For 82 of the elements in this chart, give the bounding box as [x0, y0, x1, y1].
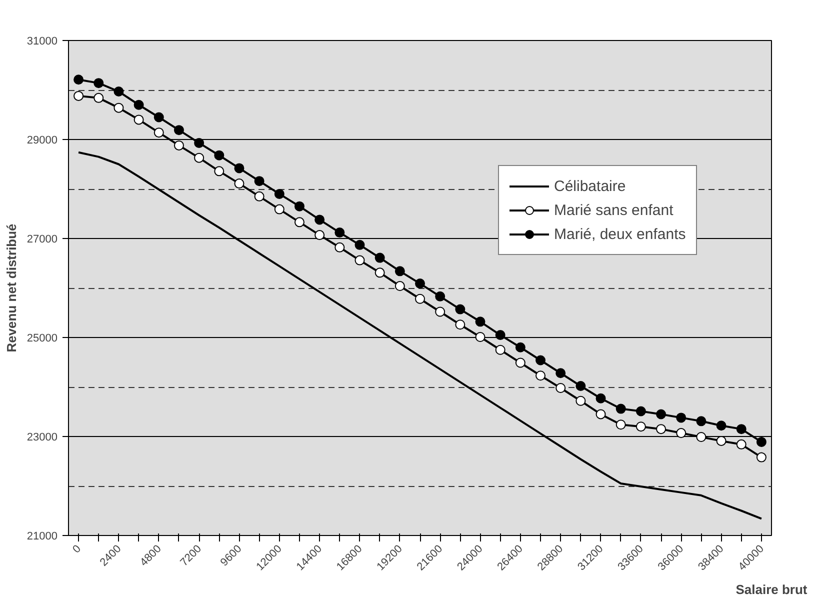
point — [556, 368, 566, 378]
point — [676, 428, 686, 438]
point — [415, 294, 425, 304]
point — [354, 255, 365, 266]
point — [455, 320, 466, 330]
point — [134, 100, 144, 110]
point — [696, 432, 706, 442]
point — [354, 240, 365, 250]
point — [174, 140, 184, 150]
point — [274, 204, 284, 214]
x-axis-title: Salaire brut — [736, 582, 808, 597]
point — [314, 230, 325, 240]
point — [214, 150, 224, 160]
point — [536, 370, 546, 381]
point — [716, 436, 726, 446]
point — [596, 409, 606, 420]
point — [515, 358, 526, 368]
y-tick-label: 27000 — [26, 234, 58, 246]
point — [154, 112, 164, 122]
point — [234, 163, 244, 174]
point — [716, 420, 726, 431]
point — [374, 252, 385, 263]
point — [455, 304, 466, 314]
point — [374, 268, 385, 278]
point — [94, 78, 104, 88]
point — [636, 406, 646, 416]
point — [314, 214, 325, 225]
point — [495, 330, 506, 340]
point — [616, 420, 626, 430]
legend-label: Célibataire — [554, 178, 626, 194]
point — [576, 396, 586, 406]
point — [194, 138, 204, 148]
point — [274, 188, 284, 199]
point — [616, 404, 626, 414]
point — [74, 90, 84, 101]
point — [334, 228, 345, 238]
point — [234, 178, 244, 189]
point — [334, 242, 345, 252]
y-tick-label: 25000 — [26, 332, 58, 344]
point — [435, 306, 446, 317]
point — [435, 291, 446, 302]
point — [756, 452, 766, 462]
point — [696, 416, 706, 426]
y-tick-label: 21000 — [26, 530, 58, 542]
point — [515, 342, 526, 352]
point — [736, 439, 746, 450]
point — [676, 412, 686, 423]
point — [596, 393, 606, 404]
point — [394, 266, 405, 276]
y-tick-label: 29000 — [26, 134, 58, 146]
point — [94, 92, 104, 103]
point — [254, 191, 264, 202]
point — [636, 422, 646, 432]
y-axis-title: Revenu net distribué — [4, 224, 19, 352]
point — [134, 114, 144, 125]
x-tick-label: 0 — [70, 542, 84, 556]
point — [556, 383, 566, 393]
y-tick-label: 31000 — [26, 36, 58, 48]
point — [495, 344, 506, 355]
point — [756, 436, 766, 447]
point — [415, 278, 425, 289]
point — [576, 381, 586, 391]
point — [154, 128, 164, 138]
point — [254, 176, 264, 186]
point — [114, 102, 124, 113]
point — [214, 166, 224, 176]
point — [194, 152, 204, 163]
point — [536, 355, 546, 366]
point — [475, 332, 486, 342]
point — [174, 125, 184, 136]
point — [736, 424, 746, 434]
point — [656, 409, 666, 420]
point — [394, 281, 405, 292]
legend-label: Marié, deux enfants — [554, 226, 686, 242]
point — [656, 424, 666, 434]
point — [475, 316, 486, 327]
point — [294, 217, 304, 228]
point — [294, 201, 304, 212]
legend-label: Marié sans enfant — [554, 202, 674, 218]
y-tick-label: 23000 — [26, 432, 58, 444]
point — [74, 74, 84, 85]
point — [114, 86, 124, 96]
